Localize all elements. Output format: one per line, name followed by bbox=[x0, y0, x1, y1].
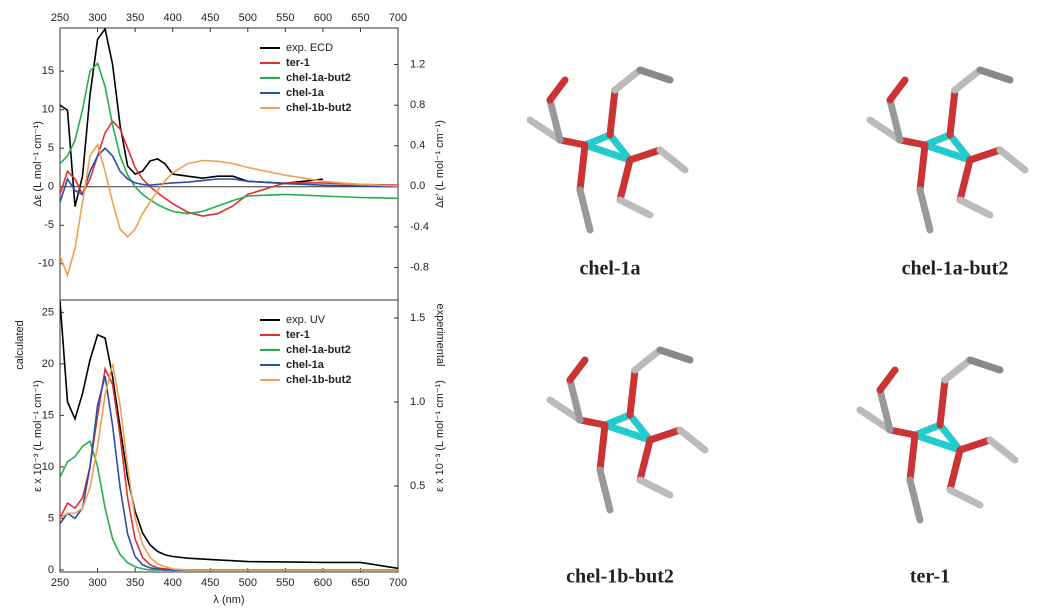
y-tick-label: 15 bbox=[42, 65, 54, 77]
molecule-label: chel-1b-but2 bbox=[566, 566, 674, 588]
data-line bbox=[60, 441, 398, 570]
y2-axis-label: ε x 10⁻³ (L mol⁻¹ cm⁻¹) bbox=[434, 380, 446, 492]
y2-tick-label: 0.4 bbox=[410, 140, 425, 152]
legend-label: chel-1a bbox=[286, 87, 325, 99]
y-tick-label: 25 bbox=[42, 306, 54, 318]
legend-label: ter-1 bbox=[286, 329, 310, 341]
x-tick-label: 350 bbox=[126, 12, 144, 24]
y2-tick-label: 0.0 bbox=[410, 180, 425, 192]
legend-label: chel-1b-but2 bbox=[286, 374, 351, 386]
molecule-structure bbox=[870, 70, 1025, 230]
y2-tick-label: 1.5 bbox=[410, 312, 425, 324]
legend-label: ter-1 bbox=[286, 57, 310, 69]
molecule-structure bbox=[860, 360, 1015, 520]
y-tick-label: -5 bbox=[44, 219, 54, 231]
legend-label: exp. ECD bbox=[286, 42, 333, 54]
x-tick-label: 500 bbox=[239, 12, 257, 24]
x-tick-label: 550 bbox=[276, 577, 294, 589]
y-tick-label: 5 bbox=[48, 142, 54, 154]
y2-tick-label: 0.8 bbox=[410, 99, 425, 111]
y-tick-label: 20 bbox=[42, 358, 54, 370]
data-line bbox=[60, 369, 398, 570]
y-tick-label: 0 bbox=[48, 181, 54, 193]
molecule-structure bbox=[550, 350, 705, 510]
y2-tick-label: 1.0 bbox=[410, 396, 425, 408]
y2-tick-label: -0.4 bbox=[410, 221, 429, 233]
y-axis-label: ε x 10⁻³ (L mol⁻¹ cm⁻¹) bbox=[32, 380, 44, 492]
x-tick-label: 500 bbox=[239, 577, 257, 589]
y-note: calculated bbox=[14, 320, 26, 370]
molecule-structure bbox=[530, 70, 685, 230]
x-tick-label: 600 bbox=[314, 12, 332, 24]
y2-note: experimental bbox=[434, 304, 446, 367]
data-line bbox=[60, 364, 398, 570]
data-line bbox=[60, 376, 398, 570]
x-tick-label: 600 bbox=[314, 577, 332, 589]
y2-tick-label: -0.8 bbox=[410, 261, 429, 273]
x-tick-label: 550 bbox=[276, 12, 294, 24]
legend-label: chel-1a-but2 bbox=[286, 72, 351, 84]
y2-tick-label: 0.5 bbox=[410, 480, 425, 492]
plot-frame bbox=[60, 28, 398, 300]
figure: chel-1a chel-1a-but2 chel-1b-but2 ter-1 … bbox=[0, 0, 1052, 610]
legend-label: exp. UV bbox=[286, 314, 326, 326]
y2-axis-label: Δε' (L mol⁻¹ cm⁻¹) bbox=[434, 120, 446, 208]
y-axis-label: Δε (L mol⁻¹ cm⁻¹) bbox=[32, 121, 44, 207]
molecule-label: chel-1a bbox=[579, 258, 640, 280]
x-tick-label: 650 bbox=[351, 577, 369, 589]
x-tick-label: 400 bbox=[163, 12, 181, 24]
x-tick-label: 400 bbox=[163, 577, 181, 589]
data-line bbox=[60, 29, 323, 207]
x-tick-label: 650 bbox=[351, 12, 369, 24]
molecule-label: ter-1 bbox=[910, 566, 950, 588]
y2-tick-label: 1.2 bbox=[410, 58, 425, 70]
x-tick-label: 700 bbox=[389, 577, 407, 589]
x-axis-label: λ (nm) bbox=[213, 594, 244, 606]
y-tick-label: 0 bbox=[48, 564, 54, 576]
y-tick-label: 5 bbox=[48, 512, 54, 524]
legend-label: chel-1b-but2 bbox=[286, 102, 351, 114]
x-tick-label: 300 bbox=[88, 12, 106, 24]
x-tick-label: 450 bbox=[201, 577, 219, 589]
data-line bbox=[60, 144, 398, 275]
legend-label: chel-1a bbox=[286, 359, 325, 371]
x-tick-label: 300 bbox=[88, 577, 106, 589]
y-tick-label: -10 bbox=[38, 258, 54, 270]
x-tick-label: 350 bbox=[126, 577, 144, 589]
legend-label: chel-1a-but2 bbox=[286, 344, 351, 356]
molecule-label: chel-1a-but2 bbox=[902, 258, 1009, 280]
x-tick-label: 700 bbox=[389, 12, 407, 24]
x-tick-label: 250 bbox=[51, 577, 69, 589]
x-tick-label: 250 bbox=[51, 12, 69, 24]
y-tick-label: 10 bbox=[42, 104, 54, 116]
x-tick-label: 450 bbox=[201, 12, 219, 24]
